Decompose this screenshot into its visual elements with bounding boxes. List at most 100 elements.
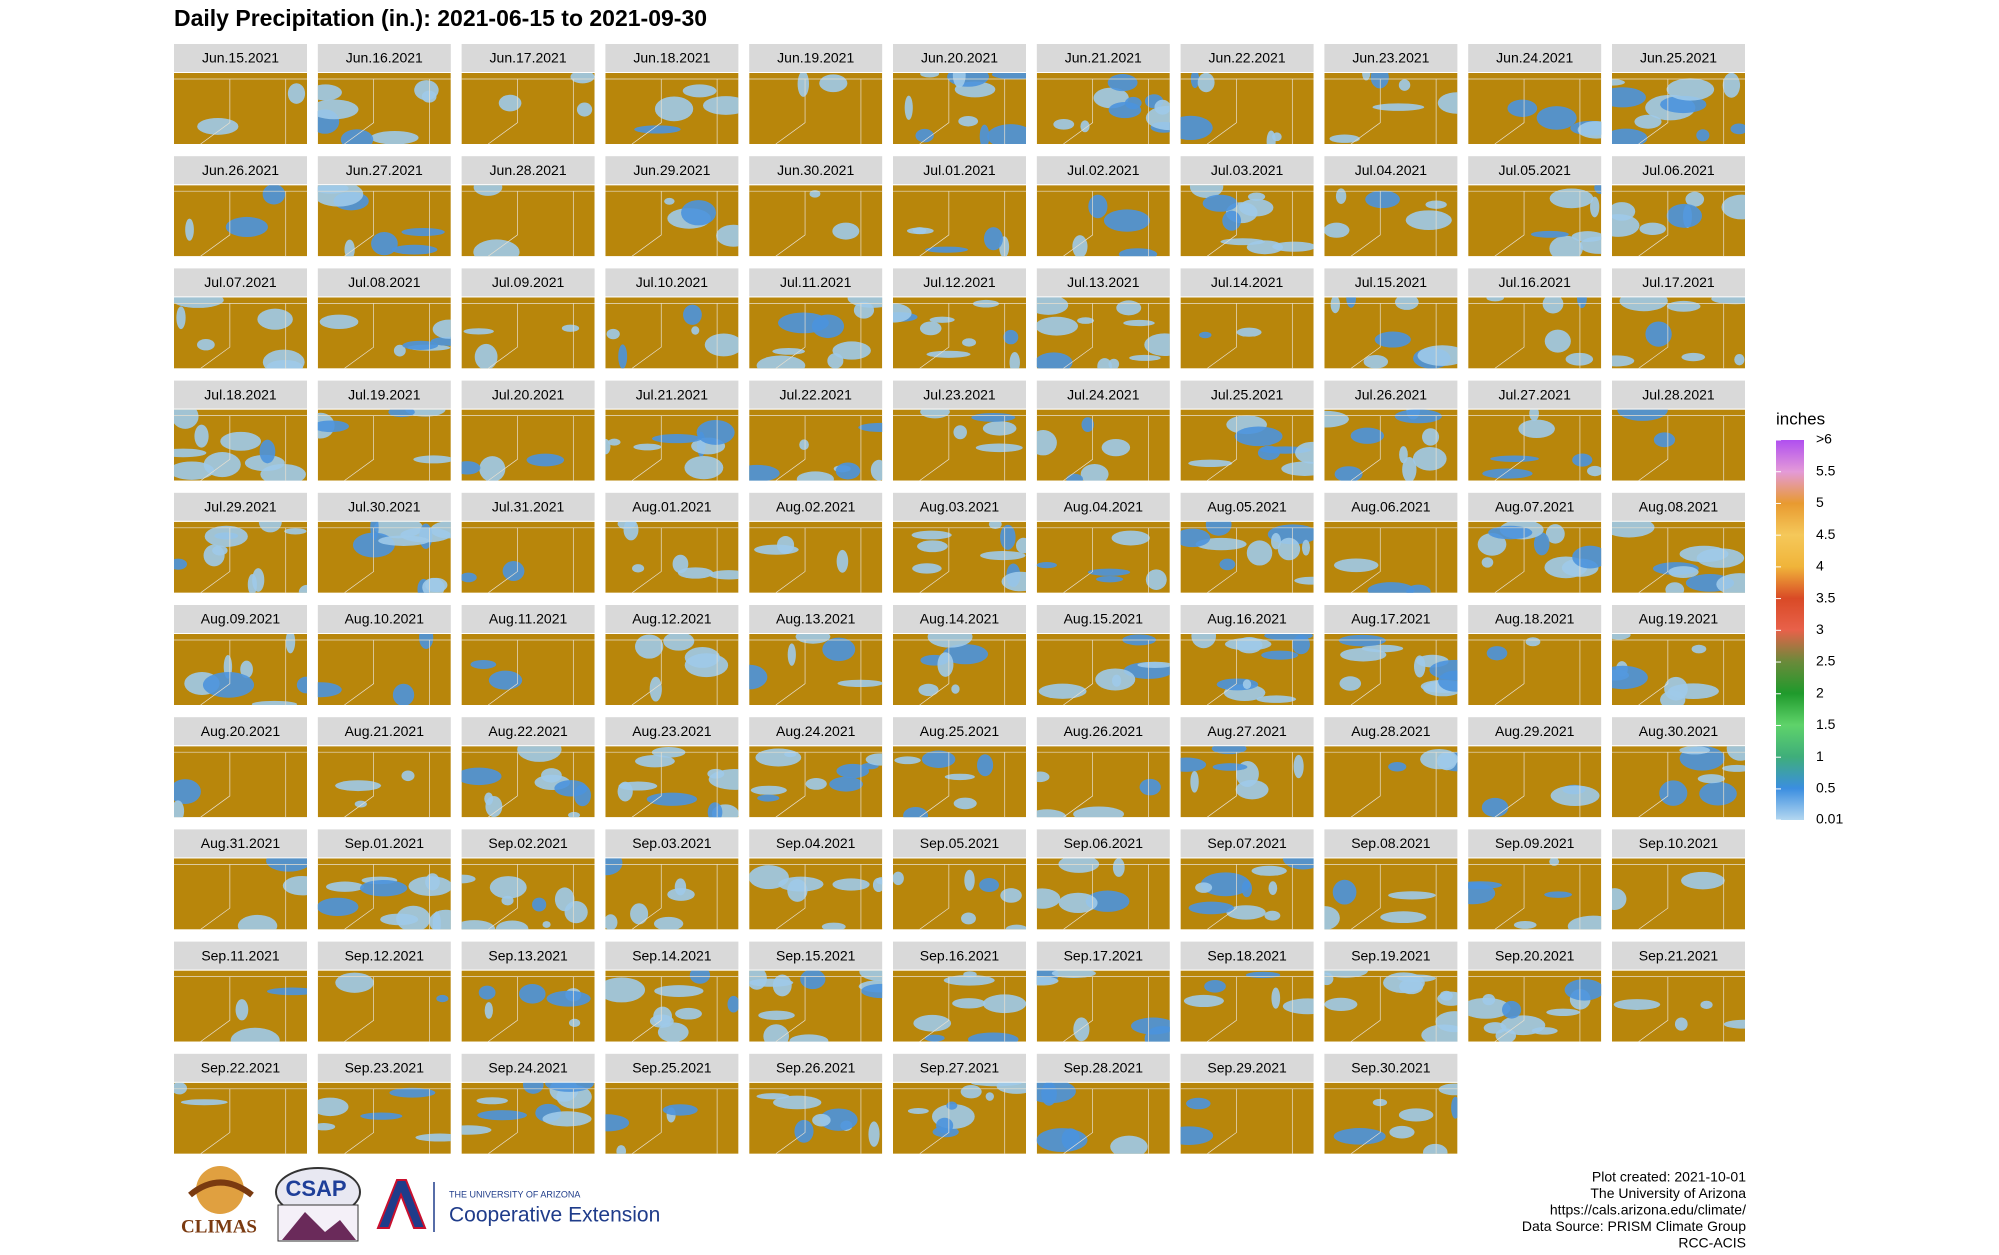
precip-area [392, 683, 415, 705]
precip-area [461, 874, 476, 884]
precip-area [561, 324, 580, 332]
precip-area [654, 985, 704, 997]
panel-label: Jun.19.2021 [777, 50, 854, 66]
panel-label: Aug.07.2021 [1495, 499, 1575, 515]
panel-label: Sep.25.2021 [632, 1060, 712, 1076]
state-border [487, 191, 518, 257]
precip-area [977, 754, 994, 777]
precip-area [354, 800, 367, 808]
precip-area [707, 768, 725, 779]
footer-line: https://cals.arizona.edu/climate/ [1550, 1202, 1746, 1218]
precip-area [230, 1027, 280, 1042]
panel-label: Aug.16.2021 [1207, 611, 1287, 627]
state-border [1350, 527, 1381, 593]
precip-area [1081, 417, 1095, 433]
precip-area [335, 972, 374, 993]
state-border [1063, 191, 1094, 257]
panel-map [1180, 858, 1314, 930]
map-background [461, 73, 595, 144]
precip-area [317, 185, 364, 207]
precip-area [958, 116, 979, 127]
precip-area [763, 1024, 790, 1042]
precip-area [174, 461, 215, 480]
precip-area [1438, 670, 1458, 692]
panel-map [1180, 409, 1314, 481]
panel-label: Aug.22.2021 [488, 723, 568, 739]
precip-area [1197, 73, 1215, 93]
panel-map [605, 970, 739, 1042]
panel-label: Sep.30.2021 [1351, 1060, 1431, 1076]
panel-map [749, 634, 883, 705]
panel-label: Jul.23.2021 [923, 386, 996, 402]
precip-area [1324, 997, 1358, 1012]
precip-area [1041, 1082, 1057, 1106]
panel-map [1036, 746, 1170, 818]
panel-map [1036, 634, 1170, 705]
panel-label: Sep.14.2021 [632, 947, 712, 963]
precip-area [1264, 910, 1281, 921]
precip-area [1685, 191, 1705, 207]
state-border [1494, 640, 1525, 705]
precip-area [1612, 128, 1648, 144]
precip-area [1612, 888, 1627, 910]
panel-map [1036, 858, 1170, 930]
precip-area [1666, 203, 1703, 228]
panel-label: Aug.02.2021 [776, 499, 856, 515]
panel-map [1036, 409, 1170, 481]
state-border [1494, 527, 1525, 593]
panel-header [893, 1053, 1026, 1082]
panel-label: Aug.15.2021 [1064, 611, 1144, 627]
precip-area [870, 459, 883, 481]
precip-area [1186, 1097, 1211, 1110]
panel-label: Aug.14.2021 [920, 611, 1000, 627]
state-border [1063, 1088, 1094, 1154]
panel-header [1180, 1053, 1314, 1082]
precip-area [1513, 920, 1537, 929]
precip-area [1110, 1135, 1148, 1154]
precip-area [971, 1082, 1022, 1087]
panel-header [174, 380, 307, 409]
state-border [1063, 79, 1094, 144]
state-border [919, 191, 950, 257]
panel-map [1036, 970, 1170, 1042]
panel-header [605, 380, 739, 409]
state-border [1350, 640, 1381, 705]
precip-area [258, 521, 282, 533]
panel-map [749, 185, 883, 257]
panel-map [605, 1082, 739, 1154]
precip-area [1036, 976, 1059, 986]
map-background [174, 73, 307, 144]
precip-area [630, 903, 649, 925]
map-background [317, 746, 451, 818]
precip-area [980, 550, 1026, 561]
precip-area [1085, 890, 1130, 912]
panel-label: Aug.09.2021 [201, 611, 281, 627]
panel-map [1468, 297, 1602, 369]
panel-label: Sep.17.2021 [1064, 947, 1144, 963]
panel-label: Sep.07.2021 [1207, 835, 1287, 851]
state-border [1494, 752, 1525, 818]
panel-header [1180, 829, 1314, 858]
panel-label: Jul.31.2021 [492, 499, 565, 515]
panel-map [1036, 297, 1170, 369]
precip-area [425, 873, 440, 891]
precip-area [1183, 994, 1224, 1008]
panel-header [1180, 156, 1314, 185]
precip-area [1374, 331, 1411, 348]
panel-header [461, 156, 595, 185]
state-border [1350, 1088, 1381, 1154]
precip-area [1372, 103, 1425, 111]
precip-area [912, 563, 942, 574]
precip-area [1422, 428, 1440, 446]
precip-area [868, 1121, 880, 1147]
precip-area [1549, 188, 1594, 209]
precip-area [174, 779, 201, 804]
precip-area [1061, 1128, 1080, 1151]
panel-header [605, 156, 739, 185]
precip-area [983, 227, 1003, 251]
precip-area [1674, 1017, 1688, 1031]
panel-label: Aug.21.2021 [345, 723, 425, 739]
precip-area [1370, 73, 1389, 89]
precip-area [570, 73, 595, 84]
precip-area [421, 90, 437, 103]
